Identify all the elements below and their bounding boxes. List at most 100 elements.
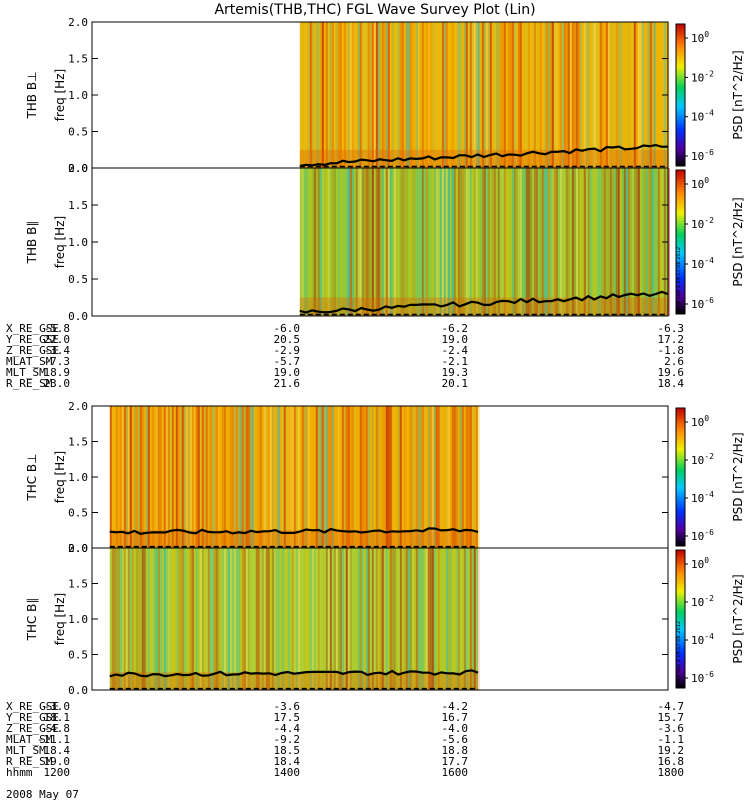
spectrogram-streak [361, 406, 364, 548]
spectrogram-streak [213, 406, 216, 548]
spectrogram-streak [153, 406, 156, 548]
spectrogram-streak [509, 22, 512, 168]
spectrogram-streak [347, 22, 350, 168]
spectrogram-streak [309, 406, 312, 548]
spectrogram-streak [285, 406, 288, 548]
spectrogram-streak [173, 406, 176, 548]
spectrogram-streak [225, 406, 228, 548]
spectrogram-streak [159, 406, 162, 548]
spectrogram-streak [359, 406, 362, 548]
spectrogram-streak [653, 22, 656, 168]
spectrogram-streak [247, 548, 250, 690]
spectrogram-streak [387, 406, 390, 548]
spectrogram-streak [223, 406, 226, 548]
spectrogram-streak [437, 548, 440, 690]
spectrogram-streak [637, 22, 640, 168]
spectrogram-streak [321, 22, 324, 168]
spectrogram-streak [305, 548, 308, 690]
spectrogram-streak [367, 548, 370, 690]
spectrogram-streak [609, 168, 612, 316]
spectrogram-streak [341, 22, 344, 168]
y-tick-label: 1.0 [68, 236, 88, 249]
spectrogram-streak [109, 548, 112, 690]
spectrogram-streak [149, 548, 152, 690]
spectrogram-streak [525, 168, 528, 316]
spectrogram-streak [219, 548, 222, 690]
spectrogram-streak [181, 406, 184, 548]
spectrogram-streak [373, 406, 376, 548]
spectrogram-streak [347, 548, 350, 690]
ephemeris-value: 18.9 [44, 366, 71, 379]
spectrogram-streak [349, 406, 352, 548]
spectrogram-streak [119, 406, 122, 548]
spectrogram-streak [517, 168, 520, 316]
spectrogram-streak [621, 168, 624, 316]
spectrogram-streak [381, 406, 384, 548]
spectrogram-streak [205, 406, 208, 548]
spectrogram-streak [121, 406, 124, 548]
spectrogram-streak [215, 548, 218, 690]
spectrogram-streak [233, 548, 236, 690]
spectrogram-streak [367, 168, 370, 316]
spectrogram-streak [623, 22, 626, 168]
spectrogram-streak [303, 548, 306, 690]
spectrogram-streak [571, 22, 574, 168]
spectrogram-streak [261, 548, 264, 690]
spectrogram-streak [141, 548, 144, 690]
ephemeris-value: 19.0 [442, 333, 469, 346]
freq-axis-label: freq [Hz] [53, 451, 67, 503]
frequency-trace-line [109, 669, 479, 678]
spectrogram-streak [377, 22, 380, 168]
spectrogram-streak [263, 548, 266, 690]
spectrogram-streak [257, 548, 260, 690]
spectrogram-streak [363, 548, 366, 690]
spectrogram-streak [601, 168, 604, 316]
ephemeris-value: -4.4 [274, 722, 301, 735]
spectrogram-streak [399, 548, 402, 690]
spectrogram-streak [641, 22, 644, 168]
spectrogram-streak [439, 22, 442, 168]
spectrogram-streak [223, 548, 226, 690]
frequency-trace-line [299, 290, 669, 314]
spectrogram-streak [379, 22, 382, 168]
spectrogram-streak [611, 168, 614, 316]
spectrogram-streak [115, 548, 118, 690]
spectrogram-streak [165, 548, 168, 690]
spectrogram-streak [315, 548, 318, 690]
spectrogram-streak [583, 22, 586, 168]
spectrogram-streak [643, 168, 646, 316]
spectrogram-streak [499, 168, 502, 316]
spectrogram-streak [649, 168, 652, 316]
spectrogram-streak [251, 406, 254, 548]
spectrogram-streak [353, 22, 356, 168]
spectrogram-streak [617, 168, 620, 316]
spectrogram-streak [243, 548, 246, 690]
spectrogram-streak [369, 406, 372, 548]
spectrogram-streak [411, 548, 414, 690]
spectrogram-streak [535, 168, 538, 316]
spectrogram-streak [595, 22, 598, 168]
spectrogram-streak [573, 22, 576, 168]
spectrogram-streak [599, 168, 602, 316]
spectrogram-streak [377, 406, 380, 548]
spectrogram-streak [281, 406, 284, 548]
spectrogram-streak [369, 22, 372, 168]
spectrogram-streak [631, 22, 634, 168]
spectrogram-panels: 0.0 0.5 1.0 1.5 2.0 THB B⊥ freq [Hz] 100 10-2 10-… [25, 16, 745, 697]
ephemeris-value: 18.4 [44, 744, 71, 757]
spectrogram-streak [513, 22, 516, 168]
spectrogram-streak [117, 548, 120, 690]
ephemeris-row-name: hhmm [6, 766, 33, 779]
spectrogram-streak [425, 168, 428, 316]
spectrogram-streak [179, 548, 182, 690]
spectrogram-streak [629, 168, 632, 316]
spectrogram-streak [335, 168, 338, 316]
spectrogram-streak [579, 168, 582, 316]
spectrogram-streak [577, 22, 580, 168]
spectrogram-streak [413, 22, 416, 168]
ephemeris-value: 23.0 [44, 377, 71, 390]
colorbar-tick-label: 10-4 [691, 632, 714, 647]
spectrogram-streak [163, 406, 166, 548]
spectrogram-streak [187, 406, 190, 548]
spectrogram-streak [443, 168, 446, 316]
